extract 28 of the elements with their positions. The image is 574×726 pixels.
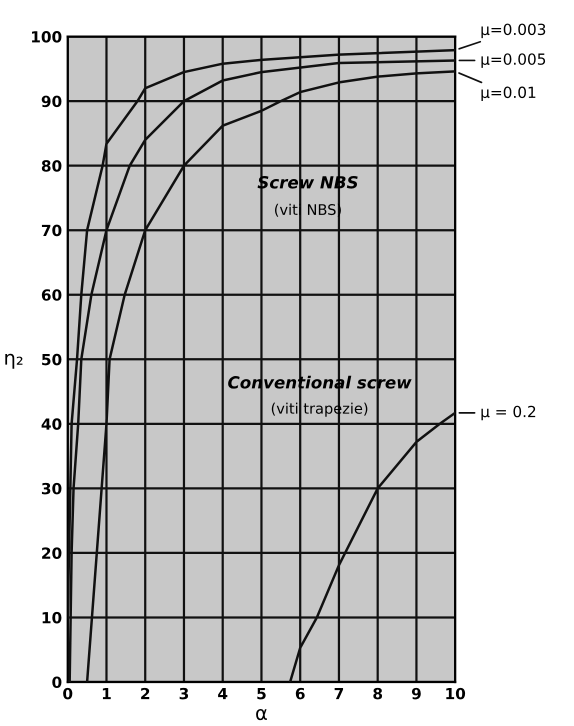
x-tick-label: 9 [412,688,421,700]
y-tick-label: 40 [42,418,62,430]
x-tick-label: 6 [296,688,305,700]
y-tick-label: 80 [42,160,62,172]
series-label: μ=0.003 [481,24,546,38]
y-tick-label: 100 [32,31,62,43]
y-tick-label: 90 [42,96,62,108]
y-tick-label: 30 [42,482,62,494]
x-tick-label: 2 [141,688,150,700]
x-tick-label: 7 [334,688,344,700]
series-label: μ=0.01 [481,86,536,102]
x-tick-label: 10 [446,688,466,700]
y-tick-label: 60 [42,289,62,301]
x-axis-title: α [256,709,267,720]
x-tick-label: 5 [257,688,266,700]
x-tick-label: 1 [102,688,111,700]
y-tick-label: 10 [42,612,62,624]
y-axis-title: η₂ [5,354,22,369]
x-tick-label: 0 [63,688,72,700]
x-tick-label: 4 [218,688,228,700]
legend-label: μ=0.005 [481,53,546,68]
x-tick-label: 8 [373,688,382,700]
y-tick-label: 0 [52,676,62,688]
y-tick-label: 20 [42,547,62,559]
y-tick-label: 70 [42,224,62,236]
y-tick-label: 50 [42,354,62,366]
legend-label: μ = 0.2 [481,406,536,420]
x-tick-label: 3 [180,688,188,700]
